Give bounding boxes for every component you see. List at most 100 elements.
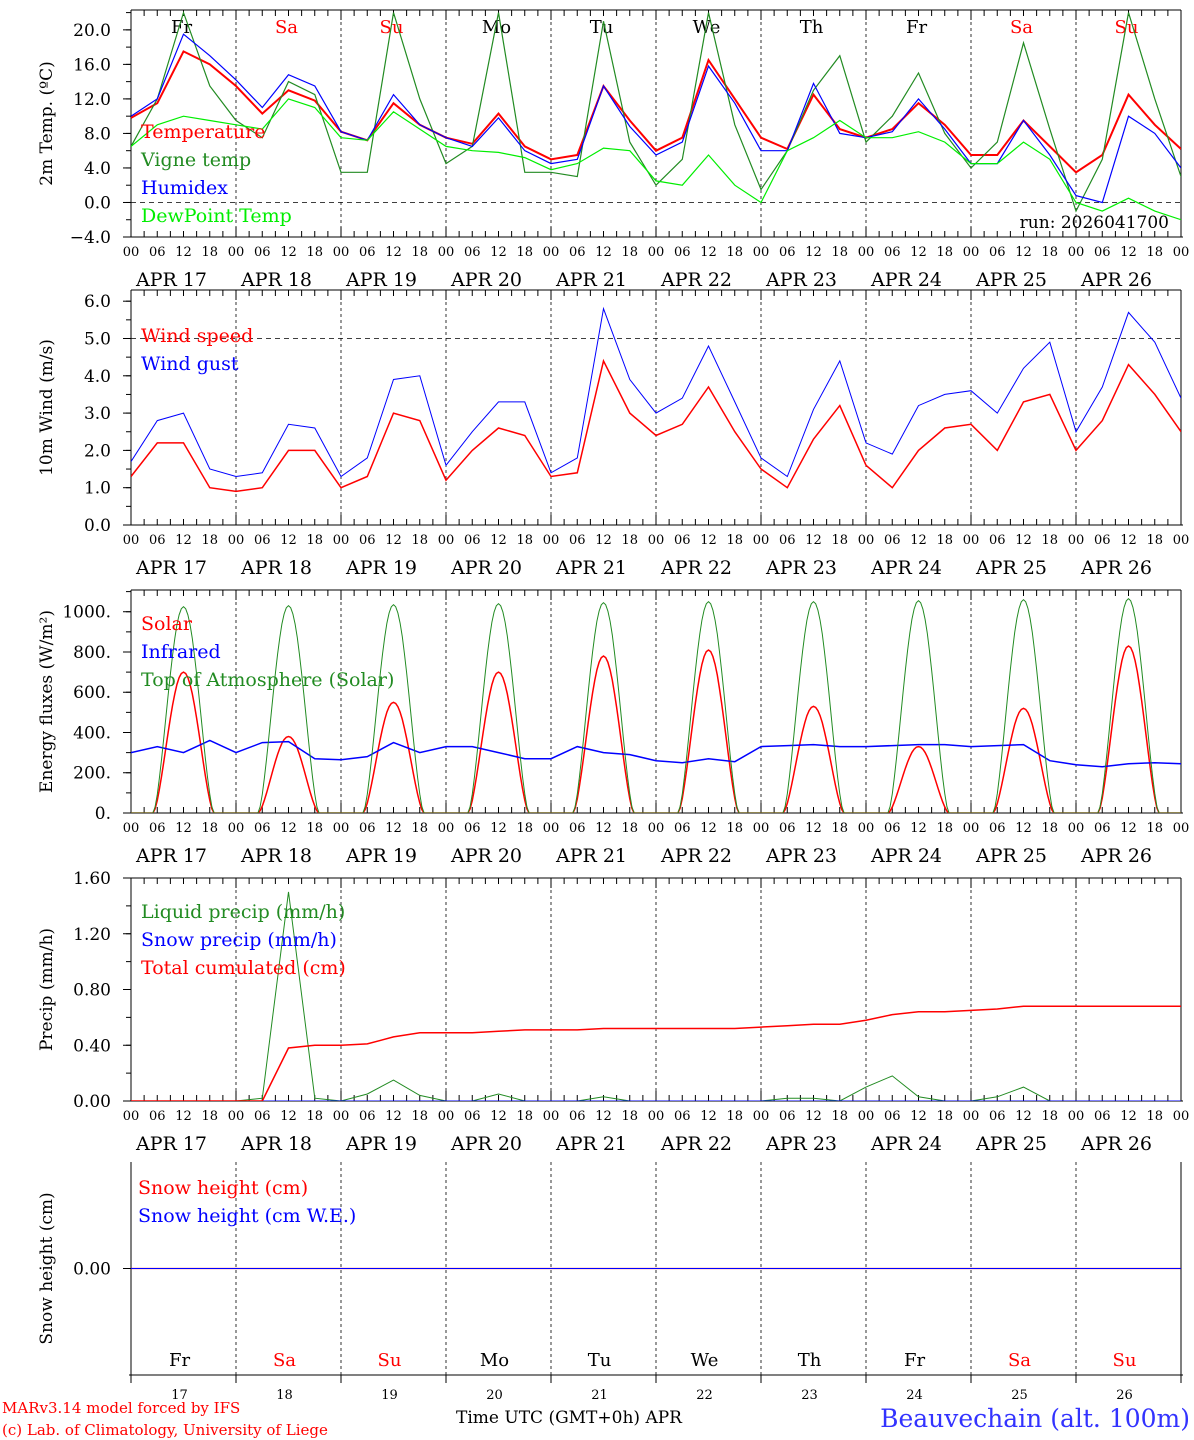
hour-label: 18: [1041, 533, 1058, 548]
legend-entry: DewPoint Temp: [141, 205, 292, 227]
hour-label: 18: [831, 533, 848, 548]
day-name: Sa: [273, 1350, 296, 1371]
hour-label: 18: [306, 1109, 323, 1124]
legend-entry: Temperature: [141, 121, 265, 143]
series-line-liquid-precip-mm-h-: [131, 891, 1181, 1101]
hour-label: 12: [1015, 533, 1032, 548]
hour-label: 12: [910, 533, 927, 548]
hour-label: 06: [1094, 245, 1111, 260]
legend-entry: Vigne temp: [140, 149, 251, 171]
y-axis-label: Energy fluxes (W/m²): [37, 610, 57, 793]
station-label: Beauvechain (alt. 100m): [880, 1404, 1190, 1433]
hour-label: 00: [333, 245, 350, 260]
hour-label: 00: [963, 821, 980, 836]
date-label: APR 24: [870, 557, 942, 579]
date-label: APR 18: [240, 269, 312, 291]
hour-label: 12: [805, 821, 822, 836]
y-tick-label: 800.: [73, 643, 111, 663]
hour-label: 12: [175, 245, 192, 260]
day-name: Fr: [904, 1350, 925, 1371]
hour-label: 06: [464, 245, 481, 260]
hour-label: 00: [963, 533, 980, 548]
series-line-temperature: [131, 50, 1181, 174]
y-tick-label: 0.00: [73, 1260, 111, 1280]
date-label: APR 20: [450, 557, 522, 579]
hour-label: 00: [648, 1109, 665, 1124]
date-label: APR 19: [345, 1133, 417, 1155]
day-number: 22: [696, 1388, 713, 1403]
series-line-total-cumulated-cm-: [131, 1005, 1181, 1101]
day-number: 19: [381, 1388, 398, 1403]
hour-label: 12: [1120, 1109, 1137, 1124]
date-label: APR 24: [870, 845, 942, 867]
hour-label: 00: [1068, 821, 1085, 836]
hour-label: 12: [490, 1109, 507, 1124]
y-axis-label: Precip (mm/h): [37, 928, 57, 1051]
hour-label: 18: [516, 533, 533, 548]
series-line-top-of-atmosphere-solar-: [131, 598, 1181, 813]
hour-label: 12: [805, 245, 822, 260]
y-tick-label: −4.0: [70, 228, 111, 248]
hour-label: 18: [726, 245, 743, 260]
series-line-vigne-temp: [131, 10, 1181, 213]
hour-label: 06: [149, 1109, 166, 1124]
y-tick-label: 4.0: [84, 159, 111, 179]
hour-label: 18: [621, 1109, 638, 1124]
hour-label: 18: [516, 245, 533, 260]
day-name: Sa: [275, 17, 298, 38]
hour-label: 12: [385, 821, 402, 836]
date-label: APR 20: [450, 845, 522, 867]
series-line-wind-gust: [131, 306, 1181, 478]
date-label: APR 20: [450, 269, 522, 291]
hour-label: 12: [1120, 245, 1137, 260]
series-group: [131, 891, 1181, 1101]
date-label: APR 24: [870, 269, 942, 291]
hour-label: 00: [438, 1109, 455, 1124]
hour-label: 06: [779, 1109, 796, 1124]
y-tick-label: 2.0: [84, 441, 111, 461]
day-name: Mo: [482, 17, 511, 38]
hour-label: 12: [280, 1109, 297, 1124]
hour-label: 06: [779, 245, 796, 260]
date-label: APR 26: [1080, 845, 1152, 867]
hour-label: 12: [910, 821, 927, 836]
day-name: Fr: [906, 17, 927, 38]
hour-label: 18: [411, 533, 428, 548]
hour-label: 06: [359, 533, 376, 548]
y-axis-label: Snow height (cm): [37, 1192, 57, 1344]
hour-label: 12: [805, 533, 822, 548]
hour-label: 06: [1094, 821, 1111, 836]
hour-label: 06: [1094, 533, 1111, 548]
panel-4: 1.60 1.20 0.80 0.40 0.00 Precip (mm/h) 00 06 12 1…: [37, 869, 1189, 1155]
series-line-dewpoint-temp: [131, 98, 1181, 221]
hour-label: 00: [438, 533, 455, 548]
hour-label: 12: [385, 245, 402, 260]
y-tick-label: 0.0: [84, 193, 111, 213]
hour-label: 06: [149, 245, 166, 260]
legend-entry: Wind gust: [141, 353, 239, 375]
hour-label: 06: [254, 245, 271, 260]
hour-label: 06: [569, 245, 586, 260]
hour-label: 00: [858, 1109, 875, 1124]
y-tick-label: 1.20: [73, 925, 111, 945]
hour-label: 06: [779, 533, 796, 548]
date-label: APR 23: [765, 269, 837, 291]
legend-entry: Snow height (cm): [138, 1177, 308, 1199]
hour-label: 18: [936, 821, 953, 836]
hour-label: 06: [674, 821, 691, 836]
legend-entry: Solar: [141, 613, 193, 635]
date-label: APR 17: [135, 1133, 207, 1155]
hour-label: 06: [464, 821, 481, 836]
hour-label: 00: [333, 1109, 350, 1124]
hour-label: 06: [149, 821, 166, 836]
hour-label: 12: [1120, 821, 1137, 836]
hour-label: 06: [674, 533, 691, 548]
y-tick-label: 1.60: [73, 869, 111, 889]
hour-label: 00: [123, 533, 140, 548]
hour-label: 18: [726, 533, 743, 548]
day-number: 23: [801, 1388, 818, 1403]
hour-label: 18: [1146, 533, 1163, 548]
day-name: Mo: [480, 1350, 509, 1371]
hour-label: 06: [254, 821, 271, 836]
hour-label: 00: [858, 533, 875, 548]
